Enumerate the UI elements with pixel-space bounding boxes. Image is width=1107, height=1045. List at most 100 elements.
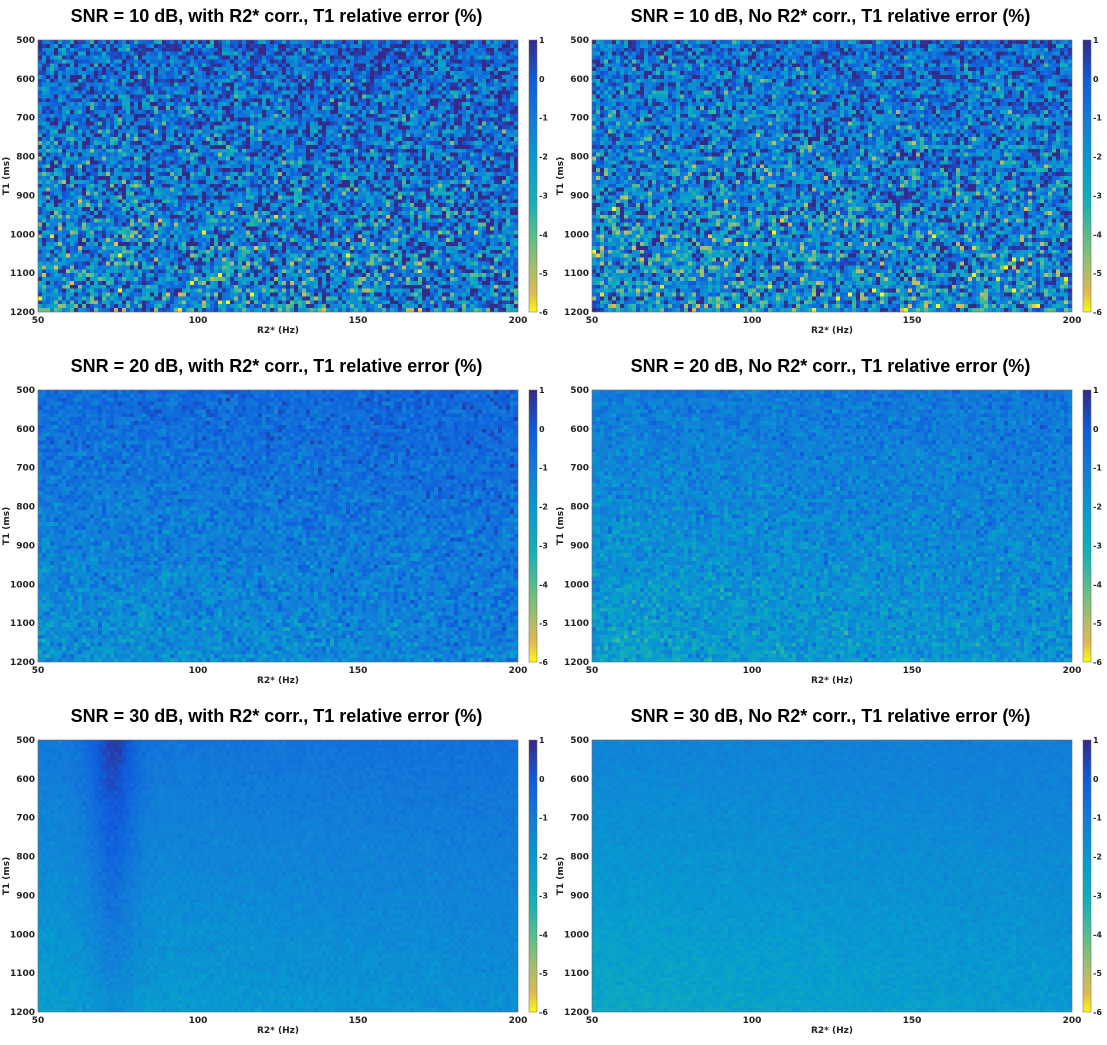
colorbar-tick-label: -5 [1093, 269, 1102, 278]
colorbar-tick-label: -4 [539, 230, 548, 239]
y-tick-label: 800 [16, 503, 35, 513]
y-tick-label: 700 [16, 814, 35, 824]
plot-frame [591, 739, 1073, 1013]
y-tick-label: 500 [570, 386, 589, 396]
y-tick-label: 1100 [564, 269, 589, 279]
colorbar [528, 39, 538, 313]
colorbar-tick-label: -2 [539, 153, 548, 162]
heatmap-cells [38, 390, 518, 662]
colorbar-tick-label: 0 [1093, 775, 1099, 784]
y-tick-label: 1100 [10, 619, 35, 629]
colorbar-tick-label: -3 [1093, 891, 1102, 900]
y-axis-label: T1 (ms) [2, 857, 12, 896]
y-tick-label: 700 [570, 814, 589, 824]
x-tick-label: 50 [586, 1016, 599, 1026]
colorbar-tick-label: -2 [539, 853, 548, 862]
colorbar-tick-label: 0 [1093, 425, 1099, 434]
x-tick-label: 50 [586, 316, 599, 326]
y-axis-label: T1 (ms) [556, 157, 566, 196]
y-tick-label: 900 [16, 541, 35, 551]
colorbar-tick-label: -6 [539, 658, 548, 667]
y-tick-label: 1200 [10, 1008, 35, 1018]
y-tick-label: 600 [16, 775, 35, 785]
x-tick-label: 150 [903, 316, 922, 326]
x-tick-label: 50 [32, 666, 45, 676]
y-tick-label: 800 [570, 853, 589, 863]
y-tick-label: 600 [570, 425, 589, 435]
plot-frame [591, 39, 1073, 313]
colorbar-tick-label: 1 [1093, 736, 1099, 745]
y-tick-label: 1000 [564, 580, 589, 590]
colorbar-tick-label: 0 [539, 425, 545, 434]
colorbar-tick-label: -5 [539, 619, 548, 628]
colorbar-tick-label: -6 [1093, 658, 1102, 667]
colorbar-tick-label: -5 [539, 969, 548, 978]
heatmap-panel-snr10-no-corr: 500 600 700 800 900 1000 1100 1200 50 100 150 200 R2… [554, 0, 1107, 345]
y-tick-label: 1000 [10, 930, 35, 940]
colorbar-tick-label: -1 [1093, 814, 1102, 823]
panel-title: SNR = 20 dB, No R2* corr., T1 relative e… [630, 356, 1031, 376]
y-tick-label: 700 [16, 114, 35, 124]
colorbar-tick-label: 0 [539, 775, 545, 784]
colorbar-tick-label: -4 [1093, 580, 1102, 589]
y-axis-label: T1 (ms) [556, 507, 566, 546]
x-tick-label: 200 [509, 1016, 528, 1026]
colorbar-tick-label: 1 [1093, 36, 1099, 45]
y-tick-label: 1100 [10, 969, 35, 979]
panel-title: SNR = 30 dB, No R2* corr., T1 relative e… [630, 706, 1031, 726]
colorbar-tick-label: 0 [1093, 75, 1099, 84]
colorbar [1082, 39, 1092, 313]
colorbar-tick-label: -2 [1093, 503, 1102, 512]
x-axis-label: R2* (Hz) [811, 676, 853, 686]
y-tick-label: 600 [570, 775, 589, 785]
y-tick-label: 700 [570, 114, 589, 124]
heatmap-cells [38, 740, 518, 1012]
colorbar-tick-label: -1 [539, 464, 548, 473]
y-axis-label: T1 (ms) [556, 857, 566, 896]
heatmap-cells [38, 40, 518, 312]
colorbar-tick-label: -1 [1093, 114, 1102, 123]
colorbar-tick-label: -3 [539, 191, 548, 200]
colorbar-tick-label: -2 [1093, 153, 1102, 162]
y-tick-label: 800 [570, 503, 589, 513]
colorbar-tick-label: -4 [1093, 930, 1102, 939]
x-tick-label: 100 [743, 316, 762, 326]
y-tick-label: 900 [570, 891, 589, 901]
heatmap-cells [592, 40, 1072, 312]
x-tick-label: 100 [189, 666, 208, 676]
y-tick-label: 500 [16, 736, 35, 746]
y-tick-label: 1000 [564, 930, 589, 940]
colorbar [1082, 739, 1092, 1013]
y-tick-label: 1000 [10, 230, 35, 240]
x-tick-label: 150 [349, 666, 368, 676]
y-tick-label: 1100 [10, 269, 35, 279]
colorbar-tick-label: -6 [1093, 1008, 1102, 1017]
x-tick-label: 100 [743, 666, 762, 676]
panel-title: SNR = 20 dB, with R2* corr., T1 relative… [70, 356, 483, 376]
x-tick-label: 100 [189, 316, 208, 326]
x-tick-label: 150 [903, 1016, 922, 1026]
plot-frame [37, 389, 519, 663]
colorbar-tick-label: -3 [1093, 541, 1102, 550]
x-tick-label: 200 [1063, 1016, 1082, 1026]
colorbar-tick-label: -2 [539, 503, 548, 512]
y-tick-label: 900 [570, 191, 589, 201]
y-axis-label: T1 (ms) [2, 157, 12, 196]
x-axis-label: R2* (Hz) [257, 1026, 299, 1036]
colorbar-tick-label: -4 [539, 930, 548, 939]
x-tick-label: 150 [349, 316, 368, 326]
plot-frame [591, 389, 1073, 663]
y-tick-label: 800 [16, 853, 35, 863]
colorbar-tick-label: -4 [1093, 230, 1102, 239]
y-tick-label: 500 [16, 386, 35, 396]
colorbar-tick-label: -4 [539, 580, 548, 589]
plot-frame [37, 39, 519, 313]
y-tick-label: 1000 [10, 580, 35, 590]
colorbar-tick-label: -1 [539, 114, 548, 123]
colorbar [1082, 389, 1092, 663]
y-tick-label: 600 [570, 75, 589, 85]
